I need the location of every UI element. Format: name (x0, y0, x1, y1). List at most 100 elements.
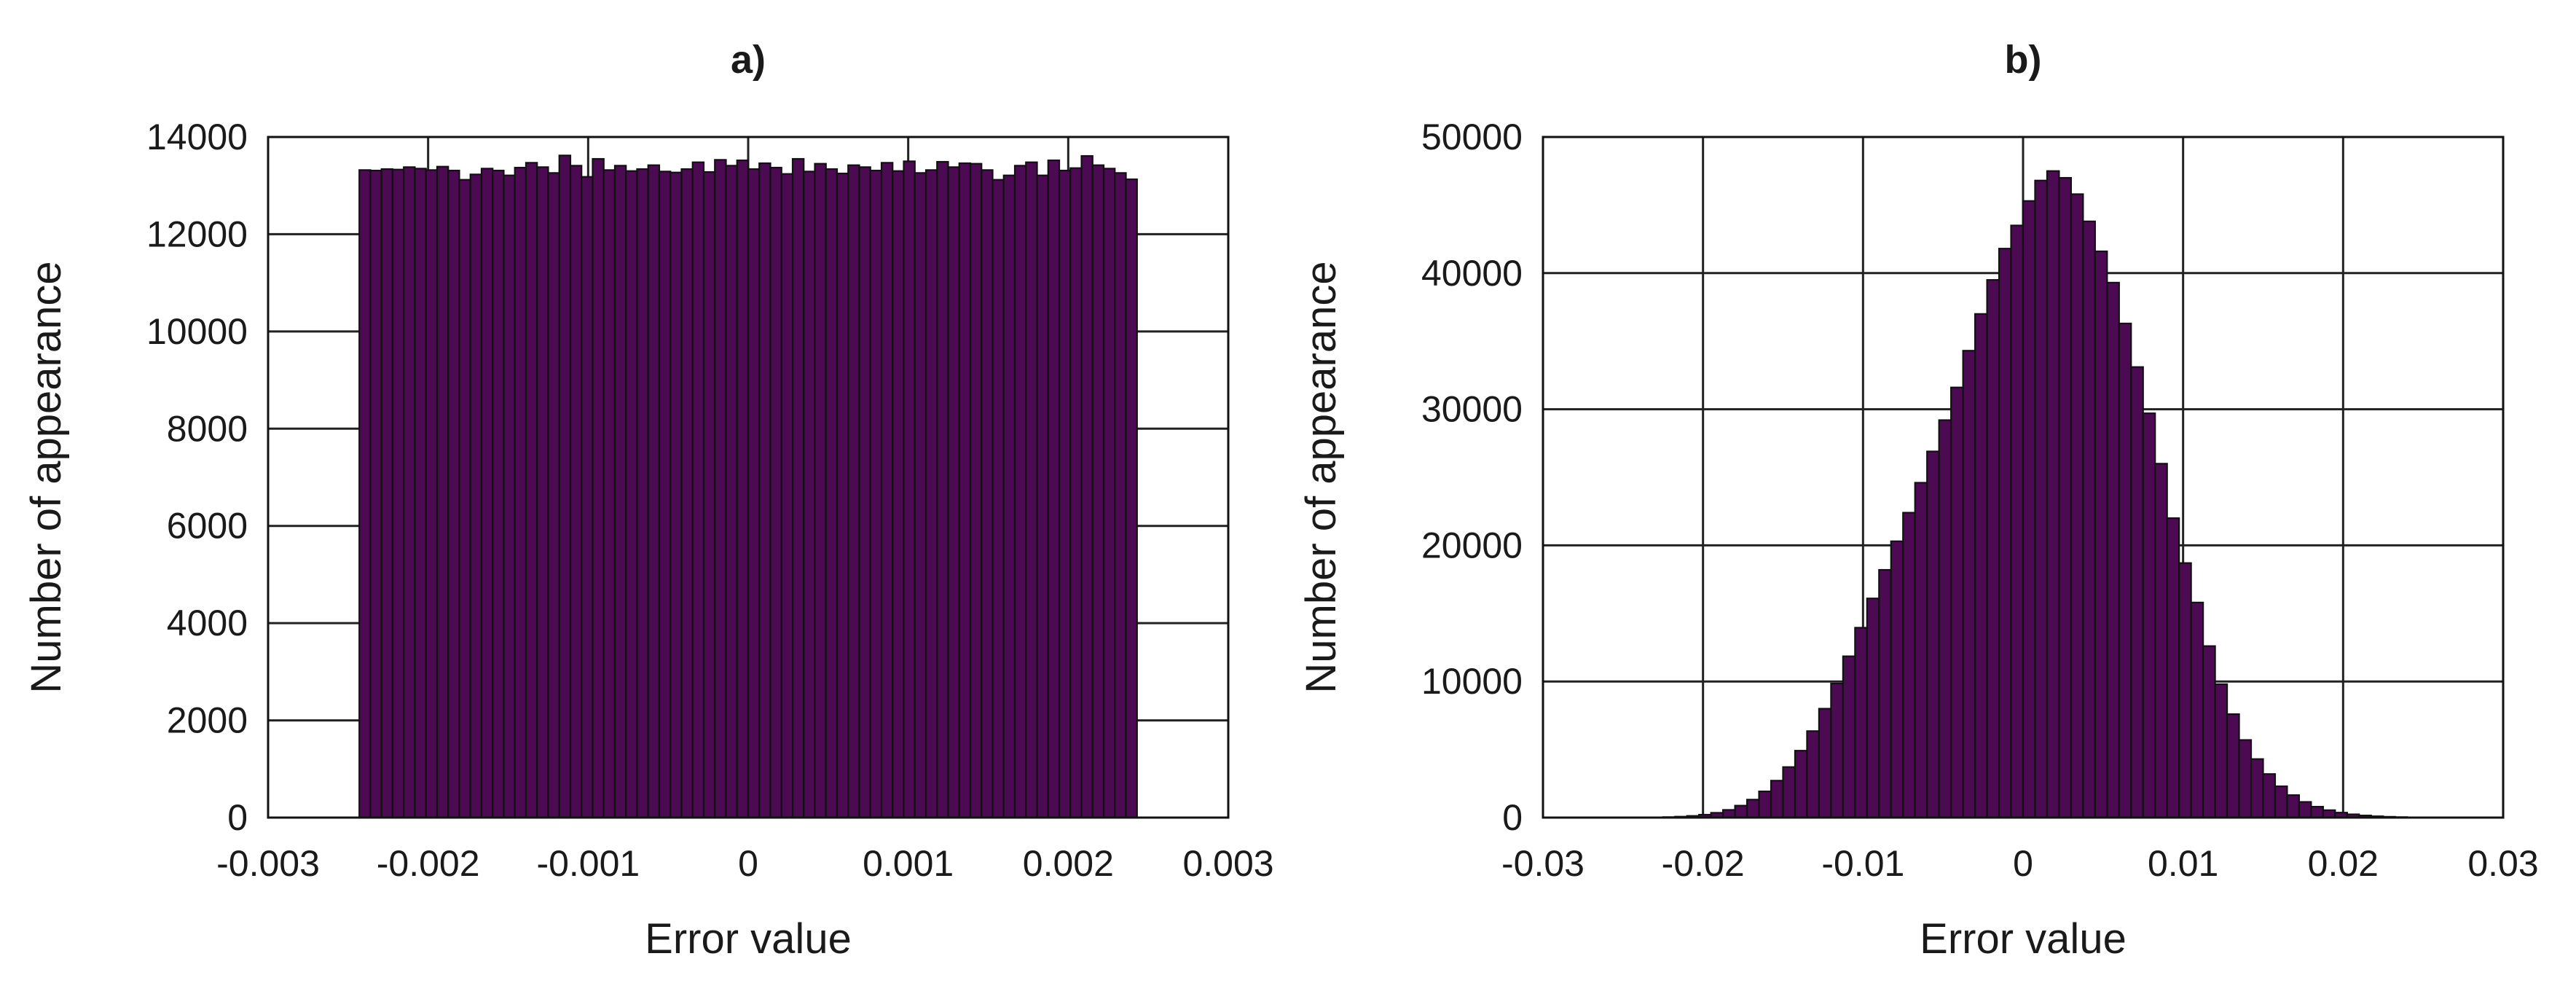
bar-a-45 (858, 166, 871, 819)
bar-a-5 (414, 168, 427, 819)
bar-a-4 (403, 166, 416, 819)
y-axis-label-b: Number of appearance (1297, 261, 1345, 693)
bar-b-53 (2178, 562, 2192, 819)
bar-a-64 (1069, 167, 1083, 819)
bar-b-32 (1926, 450, 1940, 819)
bar-b-38 (1998, 248, 2012, 819)
x-axis-label-b: Error value (1920, 915, 2127, 963)
x-tick-label-a-1: -0.002 (377, 843, 480, 884)
bar-a-50 (914, 172, 927, 819)
bars-b (1638, 170, 2481, 819)
bar-a-69 (1125, 178, 1138, 819)
bar-b-61 (2274, 785, 2288, 819)
bar-a-59 (1013, 165, 1027, 819)
x-tick-label-a-2: -0.001 (536, 843, 640, 884)
bar-a-33 (725, 165, 738, 819)
x-tick-label-a-0: -0.003 (216, 843, 320, 884)
bar-b-51 (2154, 463, 2168, 819)
bar-b-48 (2118, 322, 2132, 819)
bar-b-62 (2286, 794, 2301, 819)
x-tick-label-b-2: -0.01 (1821, 843, 1904, 884)
bar-a-51 (924, 169, 938, 819)
bar-a-20 (581, 176, 594, 819)
bar-a-60 (1025, 161, 1038, 819)
bar-b-59 (2250, 758, 2264, 819)
bar-b-36 (1974, 313, 1988, 819)
bar-b-58 (2238, 739, 2253, 819)
bar-a-26 (647, 164, 661, 819)
bar-b-47 (2106, 281, 2120, 819)
y-tick-label-b-4: 40000 (1421, 253, 1523, 294)
bar-a-63 (1058, 169, 1072, 819)
bar-b-55 (2202, 645, 2216, 819)
x-tick-label-b-3: 0 (2013, 843, 2033, 884)
y-tick-label-a-5: 10000 (146, 311, 248, 352)
bar-a-30 (691, 161, 705, 819)
chart-title-a: a) (731, 38, 766, 82)
bar-b-28 (1878, 568, 1892, 819)
bar-a-23 (613, 165, 627, 819)
bar-b-25 (1842, 655, 1856, 819)
bar-a-66 (1091, 164, 1105, 819)
bar-a-32 (714, 159, 727, 819)
bar-a-29 (680, 168, 694, 819)
bar-b-29 (1890, 540, 1904, 819)
bar-a-12 (492, 169, 505, 819)
bar-a-7 (436, 165, 449, 819)
bar-b-17 (1746, 799, 1760, 819)
bar-b-34 (1950, 386, 1964, 819)
bar-b-54 (2190, 601, 2204, 819)
bar-b-45 (2082, 220, 2096, 819)
bar-a-38 (780, 173, 794, 819)
bar-b-27 (1866, 598, 1880, 819)
bar-a-24 (625, 170, 638, 819)
chart-panel-b: b) -0.03 -0.02 -0.01 0 0.01 0.02 0.03 0 10000 20… (1297, 38, 2539, 963)
bar-a-1 (369, 169, 382, 819)
bar-a-39 (791, 157, 805, 819)
bar-a-27 (658, 171, 672, 819)
bar-b-42 (2046, 170, 2060, 819)
bar-b-46 (2094, 250, 2108, 819)
bar-b-37 (1986, 279, 2000, 819)
bar-a-35 (747, 168, 761, 819)
bar-a-34 (736, 159, 750, 819)
x-ticks-b: -0.03 -0.02 -0.01 0 0.01 0.02 0.03 (1501, 843, 2539, 884)
y-tick-label-a-7: 14000 (146, 117, 248, 157)
bar-b-33 (1938, 419, 1952, 819)
bar-a-54 (958, 162, 972, 819)
plot-frame-b (1542, 136, 2505, 819)
bar-a-41 (814, 162, 827, 819)
bar-a-22 (602, 169, 616, 819)
bar-a-46 (869, 169, 883, 819)
bar-a-10 (469, 173, 483, 819)
bar-a-14 (514, 166, 527, 819)
y-tick-label-b-3: 30000 (1421, 389, 1523, 430)
bar-a-19 (569, 165, 583, 819)
bar-b-57 (2226, 713, 2240, 819)
y-axis-label-a: Number of appearance (23, 261, 70, 693)
bar-a-36 (758, 162, 771, 819)
bar-a-2 (380, 168, 394, 819)
x-ticks-a: -0.003 -0.002 -0.001 0 0.001 0.002 0.003 (216, 843, 1273, 884)
bar-b-50 (2142, 412, 2156, 819)
bar-a-52 (936, 160, 949, 819)
x-tick-label-a-3: 0 (738, 843, 758, 884)
bar-b-39 (2010, 224, 2025, 819)
bar-a-47 (880, 162, 894, 819)
bar-a-56 (981, 169, 994, 819)
bar-a-61 (1036, 174, 1049, 819)
chart-title-b: b) (2005, 38, 2042, 82)
bar-b-64 (2310, 805, 2324, 819)
bar-b-31 (1914, 482, 1928, 819)
x-tick-label-b-0: -0.03 (1501, 843, 1585, 884)
bar-a-18 (558, 154, 572, 819)
bar-a-15 (525, 162, 538, 819)
y-tick-label-a-4: 8000 (167, 408, 248, 449)
bar-b-24 (1830, 682, 1844, 819)
bar-a-68 (1114, 172, 1127, 819)
bar-b-40 (2022, 200, 2036, 819)
bar-a-31 (702, 171, 716, 819)
bar-b-22 (1806, 730, 1821, 819)
bar-b-41 (2034, 179, 2049, 819)
bar-a-65 (1080, 154, 1093, 819)
